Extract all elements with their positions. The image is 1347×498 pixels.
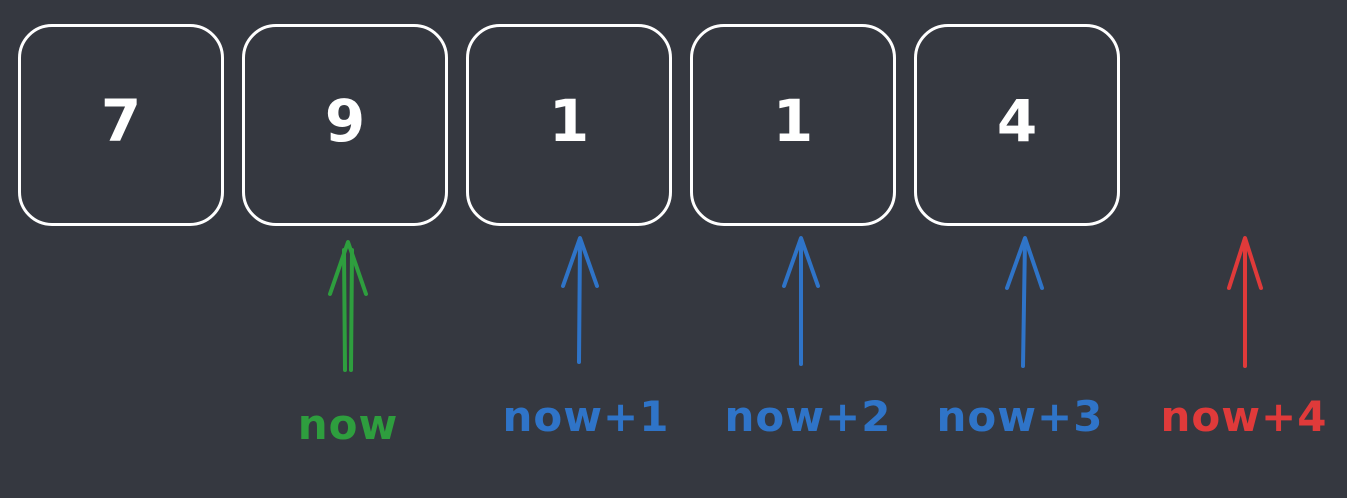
pointer-label-now-plus-1: now+1 (502, 392, 670, 441)
pointer-label-now-plus-3: now+3 (936, 392, 1104, 441)
cell-value: 7 (100, 87, 142, 155)
pointer-label-now-plus-4: now+4 (1160, 392, 1328, 441)
pointer-arrow-now (328, 240, 368, 372)
array-cell-4: 4 (914, 24, 1120, 226)
array-cell-3: 1 (690, 24, 896, 226)
cell-value: 4 (996, 87, 1038, 155)
pointer-label-now-plus-2: now+2 (724, 392, 892, 441)
pointer-label-now: now (297, 400, 399, 449)
cell-value: 1 (772, 87, 814, 155)
pointer-arrow-now-plus-2 (782, 236, 820, 366)
array-cell-2: 1 (466, 24, 672, 226)
array-cell-1: 9 (242, 24, 448, 226)
cell-value: 1 (548, 87, 590, 155)
pointer-arrow-now-plus-4 (1227, 236, 1263, 368)
pointer-arrow-now-plus-1 (561, 236, 599, 364)
pointer-arrow-now-plus-3 (1005, 236, 1044, 368)
array-cell-0: 7 (18, 24, 224, 226)
cell-value: 9 (324, 87, 366, 155)
